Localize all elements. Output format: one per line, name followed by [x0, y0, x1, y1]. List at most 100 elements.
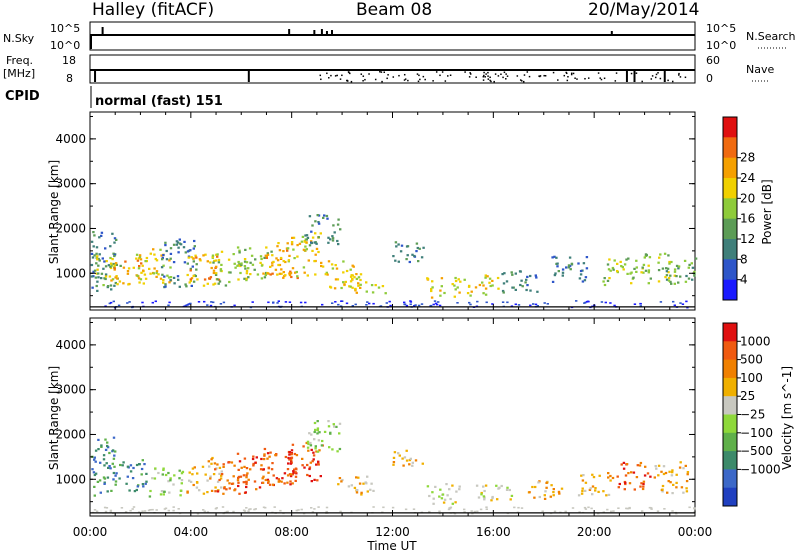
- heatmap-cell: [514, 303, 517, 306]
- heatmap-cell: [438, 304, 442, 307]
- heatmap-cell: [608, 277, 611, 280]
- nave-point: [341, 74, 343, 77]
- heatmap-cell: [228, 280, 231, 284]
- heatmap-cell: [538, 495, 541, 499]
- heatmap-cell: [322, 216, 325, 219]
- heatmap-cell: [194, 254, 197, 257]
- heatmap-cell: [179, 494, 182, 497]
- heatmap-cell: [214, 490, 217, 493]
- heatmap-cell: [249, 261, 252, 264]
- heatmap-cell: [688, 506, 691, 509]
- heatmap-cell: [497, 487, 500, 490]
- heatmap-cell: [613, 259, 616, 262]
- heatmap-cell: [220, 474, 223, 477]
- heatmap-cell: [636, 464, 639, 467]
- heatmap-cell: [357, 276, 361, 279]
- heatmap-cell: [610, 510, 613, 513]
- heatmap-cell: [262, 475, 265, 478]
- heatmap-cell: [206, 491, 209, 494]
- heatmap-cell: [113, 268, 116, 271]
- heatmap-cell: [167, 276, 171, 279]
- nave-point: [526, 71, 529, 73]
- heatmap-cell: [252, 462, 255, 465]
- heatmap-cell: [586, 300, 590, 303]
- heatmap-cell: [306, 446, 310, 449]
- heatmap-cell: [142, 485, 145, 488]
- nave-point: [600, 78, 603, 81]
- heatmap-cell: [113, 454, 116, 457]
- heatmap-cell: [482, 495, 486, 498]
- heatmap-cell: [482, 485, 485, 488]
- heatmap-cell: [680, 486, 684, 489]
- heatmap-cell: [336, 450, 339, 453]
- heatmap-cell: [686, 471, 690, 474]
- heatmap-cell: [405, 304, 409, 307]
- heatmap-cell: [195, 268, 198, 271]
- heatmap-cell: [354, 303, 357, 306]
- heatmap-cell: [673, 304, 676, 307]
- nave-point: [505, 78, 507, 80]
- heatmap-cell: [282, 250, 285, 253]
- heatmap-cell: [301, 464, 304, 467]
- heatmap-cell: [262, 458, 266, 461]
- heatmap-cell: [149, 272, 152, 275]
- heatmap-cell: [606, 263, 610, 266]
- heatmap-cell: [411, 461, 414, 464]
- colorbar-tick-label: −500: [740, 444, 773, 458]
- heatmap-cell: [287, 259, 291, 262]
- heatmap-cell: [471, 512, 474, 515]
- heatmap-cell: [212, 473, 216, 476]
- heatmap-cell: [349, 268, 352, 271]
- heatmap-cell: [115, 263, 118, 266]
- heatmap-cell: [641, 510, 644, 512]
- heatmap-cell: [172, 276, 176, 279]
- heatmap-cell: [349, 275, 353, 278]
- colorbar-tick-label: 4: [740, 273, 748, 287]
- heatmap-cell: [281, 477, 284, 480]
- nave-point: [563, 74, 566, 77]
- colorbar-segment: [723, 359, 737, 379]
- heatmap-cell: [260, 277, 264, 280]
- heatmap-cell: [448, 488, 451, 491]
- heatmap-cell: [642, 263, 646, 266]
- heatmap-cell: [311, 236, 315, 239]
- heatmap-cell: [219, 477, 223, 480]
- heatmap-cell: [519, 283, 522, 287]
- heatmap-cell: [537, 481, 540, 484]
- heatmap-cell: [233, 464, 236, 467]
- heatmap-cell: [195, 481, 199, 484]
- heatmap-cell: [635, 270, 638, 273]
- heatmap-cell: [351, 277, 354, 280]
- heatmap-cell: [99, 461, 102, 464]
- heatmap-cell: [635, 259, 638, 262]
- heatmap-cell: [167, 509, 170, 512]
- heatmap-cell: [670, 474, 674, 477]
- heatmap-cell: [535, 276, 538, 279]
- heatmap-cell: [311, 224, 314, 227]
- heatmap-cell: [679, 461, 682, 464]
- heatmap-cell: [220, 486, 223, 489]
- heatmap-cell: [529, 274, 532, 278]
- heatmap-cell: [663, 508, 666, 510]
- heatmap-cell: [113, 267, 116, 270]
- heatmap-cell: [418, 247, 421, 250]
- heatmap-cell: [163, 275, 166, 278]
- heatmap-cell: [140, 262, 143, 265]
- heatmap-cell: [339, 305, 343, 307]
- heatmap-cell: [260, 257, 263, 261]
- nave-point: [362, 75, 365, 77]
- heatmap-cell: [178, 469, 181, 472]
- heatmap-cell: [248, 508, 251, 511]
- time-tick-label: 08:00: [274, 525, 309, 539]
- heatmap-cell: [439, 289, 442, 292]
- colorbar-segment: [723, 451, 737, 470]
- heatmap-cell: [611, 266, 615, 270]
- heatmap-cell: [571, 507, 575, 509]
- heatmap-cell: [167, 471, 170, 475]
- heatmap-cell: [665, 274, 669, 277]
- heatmap-cell: [254, 508, 257, 510]
- heatmap-cell: [351, 286, 354, 289]
- heatmap-cell: [267, 301, 270, 304]
- heatmap-cell: [314, 447, 317, 450]
- heatmap-cell: [177, 508, 180, 510]
